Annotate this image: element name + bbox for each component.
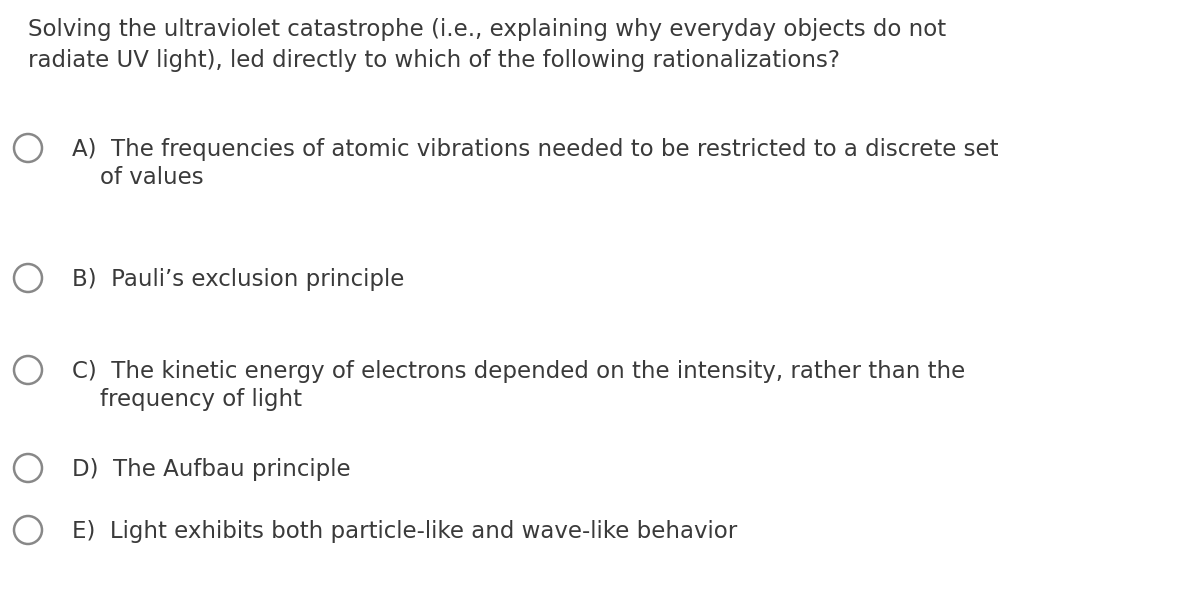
Text: A)  The frequencies of atomic vibrations needed to be restricted to a discrete s: A) The frequencies of atomic vibrations … <box>72 138 998 161</box>
Text: frequency of light: frequency of light <box>100 388 302 411</box>
Text: Solving the ultraviolet catastrophe (i.e., explaining why everyday objects do no: Solving the ultraviolet catastrophe (i.e… <box>28 18 946 72</box>
Text: of values: of values <box>100 166 204 189</box>
Text: B)  Pauli’s exclusion principle: B) Pauli’s exclusion principle <box>72 268 404 291</box>
Text: C)  The kinetic energy of electrons depended on the intensity, rather than the: C) The kinetic energy of electrons depen… <box>72 360 965 383</box>
Text: E)  Light exhibits both particle-like and wave-like behavior: E) Light exhibits both particle-like and… <box>72 520 737 543</box>
Text: D)  The Aufbau principle: D) The Aufbau principle <box>72 458 350 481</box>
